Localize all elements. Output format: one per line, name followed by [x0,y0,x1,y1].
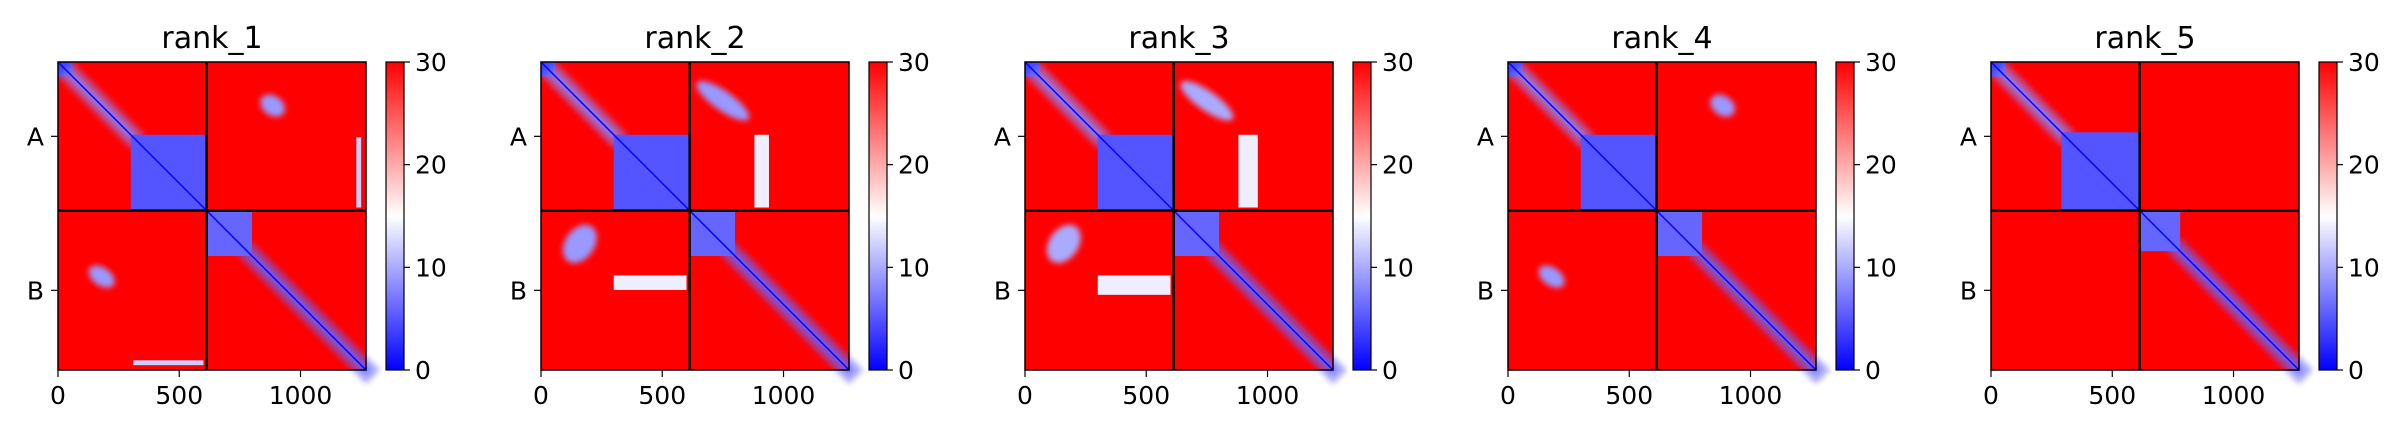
colorbar [385,61,405,371]
row-label-B: B [27,276,44,305]
axes-frame [540,61,850,371]
diagonal-line [1024,61,1334,371]
x-tick-label: 0 [1017,381,1033,410]
x-tick-label: 0 [1500,381,1516,410]
colorbar-tick-label: 0 [415,356,431,385]
chart-title: rank_4 [1611,21,1712,56]
x-tick-label: 500 [2088,381,2136,410]
colorbar-tick-label: 30 [1382,48,1414,77]
panel-rank_3: rank_3 0 500 1000 A B 0 10 20 30 [994,21,1414,410]
x-tick-label: 500 [1605,381,1653,410]
contact-block [356,137,362,208]
contact-blob [1046,224,1081,264]
contact-blob [88,265,115,288]
colorbar-tick-label: 20 [2348,151,2380,180]
colorbar-tick-label: 10 [2348,253,2380,282]
contact-blob [260,94,285,117]
colorbar-tick-label: 20 [898,151,930,180]
colorbar-tick-label: 10 [415,253,447,282]
x-tick-label: 500 [155,381,203,410]
colorbar-tick-label: 20 [415,151,447,180]
colorbar-tick-label: 10 [898,253,930,282]
x-tick-label: 1000 [1236,381,1300,410]
diagonal-line [1990,61,2300,371]
panel-rank_2: rank_2 0 500 1000 A B 0 10 20 30 [510,21,930,410]
colorbar-tick-label: 30 [898,48,930,77]
contact-block [133,360,204,366]
axes-frame [1990,61,2300,371]
chart-title: rank_5 [2094,21,2195,56]
panel-rank_1: rank_1 0 500 1000 A B 0 10 20 30 [27,21,447,410]
contact-block [1097,275,1171,295]
row-label-A: A [994,122,1011,151]
axes-frame [1507,61,1817,371]
row-label-A: A [27,122,44,151]
contact-blob [1538,265,1565,288]
colorbar-tick-label: 30 [1865,48,1897,77]
diagonal-line [57,61,367,371]
row-label-B: B [1960,276,1977,305]
panel-rank_4: rank_4 0 500 1000 A B 0 10 20 30 [1477,21,1897,410]
colorbar-tick-label: 0 [898,356,914,385]
contact-block [613,275,687,290]
contact-blob [1710,94,1735,117]
axes-frame [1024,61,1334,371]
colorbar-tick-label: 20 [1382,151,1414,180]
x-tick-label: 1000 [2202,381,2266,410]
x-tick-label: 0 [533,381,549,410]
colorbar-tick-label: 20 [1865,151,1897,180]
colorbar [868,61,888,371]
axes-frame [57,61,367,371]
x-tick-label: 500 [1122,381,1170,410]
colorbar-tick-label: 30 [2348,48,2380,77]
x-tick-label: 500 [638,381,686,410]
colorbar-tick-label: 0 [1382,356,1398,385]
chart-title: rank_3 [1128,21,1229,56]
row-label-B: B [1477,276,1494,305]
contact-blob [696,81,750,121]
colorbar-tick-label: 0 [2348,356,2364,385]
x-tick-label: 1000 [269,381,333,410]
x-tick-label: 1000 [752,381,816,410]
row-label-B: B [510,276,527,305]
chart-title: rank_1 [161,21,262,56]
row-label-A: A [510,122,527,151]
x-tick-label: 0 [1983,381,1999,410]
row-label-A: A [1960,122,1977,151]
x-tick-label: 0 [50,381,66,410]
contact-block [754,134,769,208]
diagonal-line [540,61,850,371]
contact-block [1238,134,1258,208]
colorbar-tick-label: 10 [1382,253,1414,282]
colorbar [1352,61,1372,371]
chart-title: rank_2 [644,21,745,56]
row-label-B: B [994,276,1011,305]
contact-blob [1180,81,1234,121]
colorbar [1835,61,1855,371]
contact-blob [562,224,597,264]
colorbar-tick-label: 0 [1865,356,1881,385]
colorbar-tick-label: 10 [1865,253,1897,282]
x-tick-label: 1000 [1719,381,1783,410]
panel-rank_5: rank_5 0 500 1000 A B 0 10 20 30 [1960,21,2380,410]
row-label-A: A [1477,122,1494,151]
colorbar-tick-label: 30 [415,48,447,77]
colorbar [2318,61,2338,371]
diagonal-line [1507,61,1817,371]
